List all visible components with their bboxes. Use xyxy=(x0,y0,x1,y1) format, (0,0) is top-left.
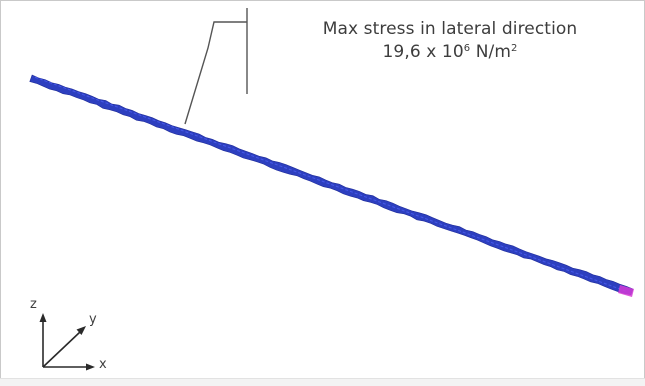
y-axis-label: y xyxy=(89,312,97,327)
stress-annotation: Max stress in lateral direction 19,6 x 1… xyxy=(290,18,610,64)
annotation-value-main: 19,6 x 10 xyxy=(382,42,464,62)
y-axis-line xyxy=(42,331,81,368)
x-axis-label: x xyxy=(99,357,107,372)
y-axis-arrowhead xyxy=(76,326,86,335)
annotation-unit-exponent: 2 xyxy=(511,43,518,54)
z-axis-arrowhead xyxy=(39,313,47,322)
annotation-title: Max stress in lateral direction xyxy=(322,19,578,39)
x-axis-arrowhead xyxy=(86,363,95,371)
z-axis-label: z xyxy=(30,297,37,312)
beam-max-stress-tip xyxy=(618,285,634,297)
annotation-value: 19,6 x 106 N/m2 xyxy=(290,41,610,64)
callout-leader-line xyxy=(184,8,248,125)
axis-triad xyxy=(39,313,95,371)
annotation-unit-base: N/m xyxy=(470,42,512,62)
beam-model xyxy=(29,74,634,297)
annotation-value-exponent: 6 xyxy=(463,43,471,54)
bottom-strip xyxy=(0,378,645,386)
